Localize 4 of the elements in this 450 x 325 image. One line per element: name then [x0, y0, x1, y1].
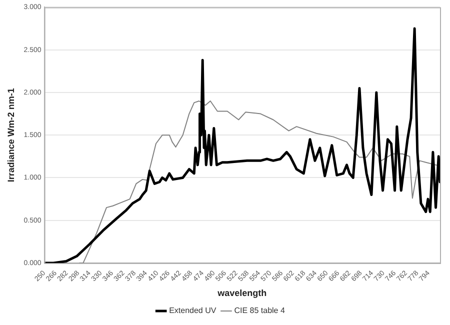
- legend-label: Extended UV: [169, 306, 217, 316]
- x-axis-title: wavelength: [216, 288, 267, 298]
- y-axis-title: Irradiance Wm-2 nm-1: [6, 88, 16, 182]
- legend-label: CIE 85 table 4: [234, 306, 286, 316]
